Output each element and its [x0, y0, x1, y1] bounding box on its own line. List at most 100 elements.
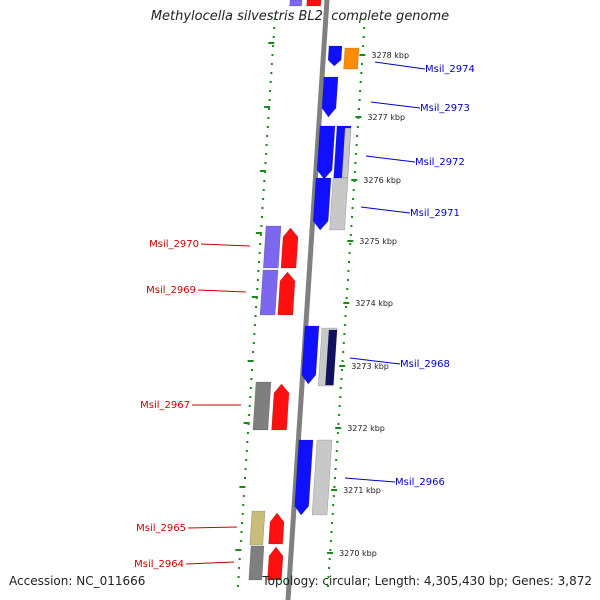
gene-label-msil-2973[interactable]: Msil_2973 [420, 103, 470, 114]
accession-text: Accession: NC_011666 [9, 574, 146, 588]
right-ruler-dot [332, 504, 335, 506]
right-ruler-dot [359, 81, 362, 83]
left-ruler-dot [248, 405, 251, 407]
gene-labels[interactable]: Msil_2974 Msil_2973 Msil_2972 Msil_2971 Msil… [134, 61, 475, 570]
right-ruler-dot [335, 459, 338, 461]
gene-feature-partial[interactable] [289, 0, 303, 7]
gene-feature-msil-2974[interactable] [343, 47, 360, 70]
gene-label-leader [187, 526, 238, 529]
gene-feature-msil-2965a[interactable] [249, 510, 266, 546]
gene-features[interactable] [248, 0, 360, 581]
left-ruler-dot [265, 153, 268, 155]
left-ruler-dot [260, 225, 263, 227]
left-ruler-dot [240, 531, 243, 533]
gene-feature-msil-2964[interactable] [267, 546, 284, 581]
gene-feature-partial[interactable] [306, 0, 322, 7]
left-ruler-dot [270, 72, 273, 74]
right-ruler-dot [346, 288, 349, 290]
left-ruler-dot [269, 90, 272, 92]
right-ruler-dot [329, 540, 332, 542]
gene-feature-msil-2967a[interactable] [252, 381, 272, 431]
gene-feature-msil-2970[interactable] [280, 227, 299, 269]
left-ruler-dot [241, 522, 244, 524]
left-ruler-dot [256, 279, 259, 281]
right-ruler-dot [362, 45, 365, 47]
right-ruler-dot [351, 216, 353, 218]
gene-feature-msil-2966b[interactable] [311, 439, 333, 516]
right-ruler-dot [356, 126, 359, 128]
left-ruler-dot [264, 162, 267, 164]
gene-label-msil-2964[interactable]: Msil_2964 [134, 559, 184, 570]
right-ruler-dot [360, 63, 363, 65]
gene-feature-msil-2965[interactable] [268, 512, 285, 545]
gene-label-msil-2966[interactable]: Msil_2966 [395, 477, 445, 488]
kbp-tick-label: 3271 kbp [343, 486, 381, 495]
left-ruler-dot [242, 495, 245, 497]
gene-label-msil-2971[interactable]: Msil_2971 [410, 208, 460, 219]
left-ruler-dot [252, 351, 255, 353]
major-tick [355, 116, 362, 118]
kbp-tick-label: 3277 kbp [367, 113, 405, 122]
left-ruler-dot [273, 18, 276, 20]
gene-feature-msil-2970a[interactable] [262, 225, 282, 269]
left-ruler-dot [271, 54, 274, 56]
left-ruler-dot [258, 261, 260, 263]
gene-feature-msil-2969a[interactable] [259, 269, 279, 316]
right-ruler-dot [327, 585, 329, 587]
kbp-tick-label: 3273 kbp [351, 362, 389, 371]
right-ruler-dot [356, 135, 359, 137]
left-ruler-dot [256, 288, 259, 290]
left-ruler-dot [242, 504, 245, 506]
left-ruler-dot [266, 135, 269, 137]
gene-label-msil-2970[interactable]: Msil_2970 [149, 239, 199, 250]
kbp-tick-label: 3278 kbp [371, 51, 409, 60]
left-ruler-dot [250, 378, 253, 380]
left-ruler-dot [244, 468, 247, 470]
left-ruler-dot [259, 243, 262, 245]
right-ruler-dot [355, 153, 358, 155]
gene-feature-msil-2971[interactable] [312, 177, 332, 231]
right-ruler-dot [348, 261, 350, 263]
gene-label-msil-2974[interactable]: Msil_2974 [425, 64, 475, 75]
gene-label-msil-2972[interactable]: Msil_2972 [415, 157, 465, 168]
right-ruler-dot [341, 369, 343, 371]
gene-label-leader [365, 155, 416, 163]
kbp-tick-label: 3270 kbp [339, 549, 377, 558]
major-tick [343, 302, 350, 304]
right-ruler-dot [340, 378, 343, 380]
gene-label-msil-2969[interactable]: Msil_2969 [146, 285, 196, 296]
left-ruler-dot [253, 333, 256, 335]
left-ruler-dot [267, 117, 270, 119]
gene-feature-msil-2968c[interactable] [325, 329, 338, 386]
right-ruler-dot [328, 567, 331, 569]
gene-label-msil-2967[interactable]: Msil_2967 [140, 400, 190, 411]
gene-feature-msil-2967[interactable] [271, 383, 290, 431]
right-ruler-dot [345, 297, 348, 299]
gene-feature-msil-2964a[interactable] [248, 545, 265, 581]
scale-ticks: 3278 kbp 3277 kbp 3276 kbp 3275 kbp 3274 kbp… [235, 42, 409, 558]
gene-feature-msil-2975[interactable] [327, 45, 343, 67]
right-ruler-dot [339, 387, 342, 389]
right-ruler-dot [349, 243, 352, 245]
gene-label-msil-2965[interactable]: Msil_2965 [136, 523, 186, 534]
gene-feature-msil-2969[interactable] [277, 271, 296, 316]
gene-feature-msil-2968[interactable] [301, 325, 320, 385]
left-ruler-dot [238, 567, 241, 569]
right-ruler-dot [348, 252, 351, 254]
gene-feature-msil-2973[interactable] [321, 76, 339, 118]
gene-feature-msil-2972[interactable] [316, 125, 336, 180]
gene-feature-msil-2966[interactable] [294, 439, 314, 516]
gene-label-leader [185, 561, 235, 565]
gene-label-msil-2968[interactable]: Msil_2968 [400, 359, 450, 370]
right-ruler-dot [341, 360, 344, 362]
minor-tick [251, 296, 258, 298]
right-ruler-dot [333, 486, 336, 488]
minor-tick [235, 549, 242, 551]
gene-label-leader [200, 243, 251, 247]
right-ruler-dot [354, 162, 357, 164]
left-ruler-dot [237, 585, 239, 587]
left-ruler-dot [252, 342, 255, 344]
left-ruler-dot [265, 144, 268, 146]
gene-feature-msil-2971b[interactable] [329, 177, 349, 231]
